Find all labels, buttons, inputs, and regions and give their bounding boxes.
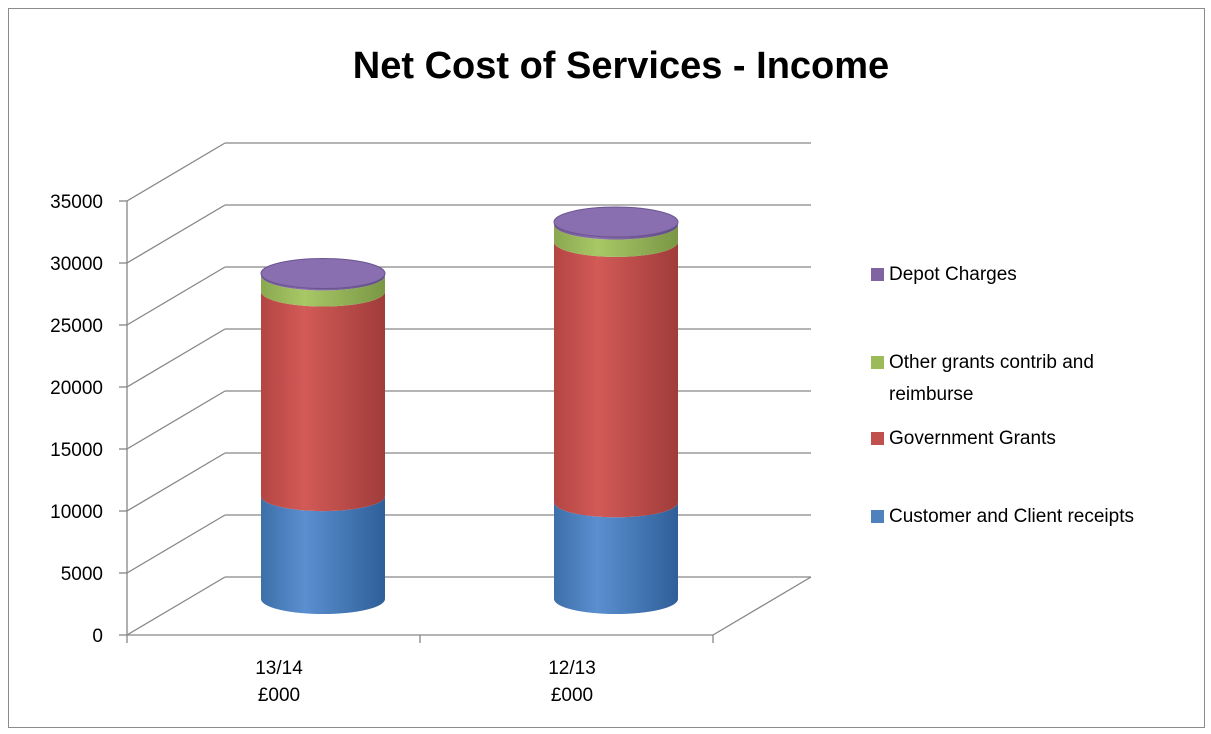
x-tick-label: 13/14	[255, 658, 303, 679]
legend-layer: Depot Charges Other grants contrib and rei…	[871, 264, 1134, 527]
legend-swatch	[871, 432, 884, 445]
floor-right-edge	[712, 576, 812, 636]
x-tick-label: £000	[551, 685, 593, 706]
y-tick-label: 20000	[50, 378, 103, 399]
gridline-diagonal	[126, 514, 226, 574]
bars-layer	[260, 206, 679, 614]
y-tick-label: 10000	[50, 502, 103, 523]
bar-segment	[261, 291, 385, 512]
x-tick-label: 12/13	[548, 658, 596, 679]
axis-layer: 0 5000 10000 15000 20000 25000 30000 35000 13/14…	[50, 192, 812, 706]
bar-stack	[553, 206, 679, 614]
y-tick-label: 0	[92, 626, 103, 647]
gridline-diagonal	[126, 390, 226, 450]
gridline-diagonal	[126, 266, 226, 326]
legend-swatch	[871, 510, 884, 523]
gridline-diagonal	[126, 576, 226, 636]
x-tick-label: £000	[258, 685, 300, 706]
bar-stack	[260, 258, 386, 614]
chart-title: Net Cost of Services - Income	[352, 45, 890, 87]
bar-segment	[554, 224, 678, 257]
bar-top-cap	[260, 258, 386, 289]
y-tick-label: 35000	[50, 192, 103, 213]
legend-swatch	[871, 356, 884, 369]
legend-label: reimburse	[889, 384, 973, 405]
gridline-diagonal	[126, 204, 226, 264]
legend-label: Depot Charges	[889, 264, 1017, 285]
y-tick-label: 30000	[50, 254, 103, 275]
legend-label: Other grants contrib and	[889, 352, 1094, 373]
bar-top-cap	[553, 206, 679, 238]
bar-segment	[261, 496, 385, 614]
y-tick-label: 5000	[61, 564, 103, 585]
y-tick-label: 15000	[50, 440, 103, 461]
grid-layer	[126, 142, 811, 636]
legend-label: Customer and Client receipts	[889, 506, 1134, 527]
bar-segment	[554, 241, 678, 518]
legend-label: Government Grants	[889, 428, 1056, 449]
gridline-diagonal	[126, 328, 226, 388]
chart-svg: 0 5000 10000 15000 20000 25000 30000 35000 13/14…	[50, 142, 1134, 706]
y-tick-label: 25000	[50, 316, 103, 337]
legend-swatch	[871, 268, 884, 281]
gridline-diagonal	[126, 142, 226, 202]
chart-area: Net Cost of Services - Income 0 5000 10000…	[8, 8, 1205, 728]
bar-segment	[554, 502, 678, 614]
gridline-diagonal	[126, 452, 226, 512]
bar-segment	[261, 275, 385, 307]
